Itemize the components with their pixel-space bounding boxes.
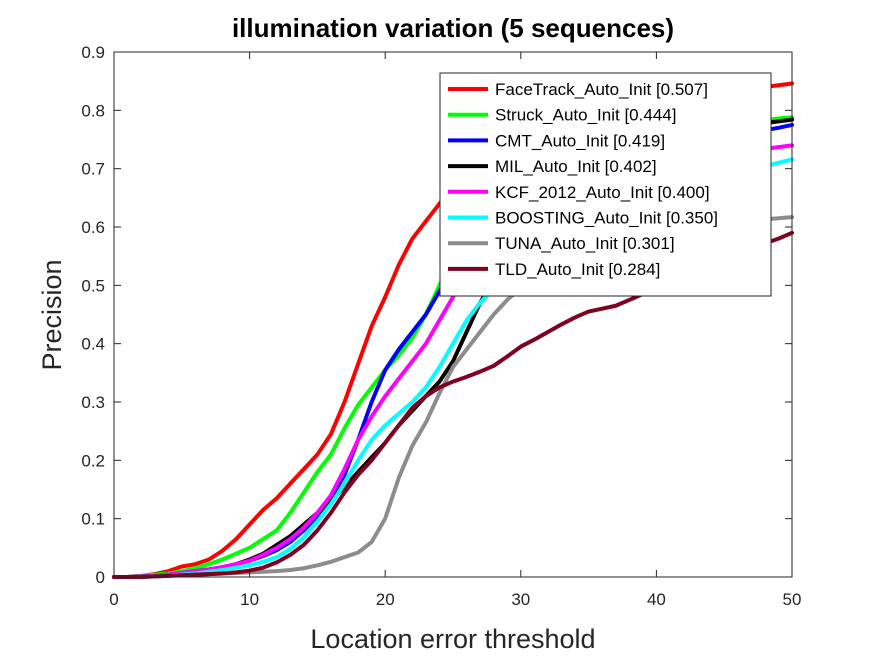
y-axis-title: Precision xyxy=(37,259,67,370)
legend: FaceTrack_Auto_Init [0.507] Struck_Auto_I… xyxy=(439,72,772,297)
legend-label: Struck_Auto_Init [0.444] xyxy=(495,106,676,125)
legend-label: BOOSTING_Auto_Init [0.350] xyxy=(495,209,718,228)
legend-label: TLD_Auto_Init [0.284] xyxy=(495,260,660,279)
x-tick-label: 10 xyxy=(240,590,259,609)
legend-box xyxy=(439,72,772,297)
legend-label: FaceTrack_Auto_Init [0.507] xyxy=(495,80,708,99)
y-tick-label: 0.4 xyxy=(81,335,105,354)
y-tick-label: 0.2 xyxy=(81,451,105,470)
y-tick-label: 0.8 xyxy=(81,101,105,120)
axis-ticks: 0 10 20 30 40 50 0 0.1 0.2 0.3 0.4 0.5 0.6 0.7 0.8 0.9 xyxy=(81,43,801,609)
x-axis-title: Location error threshold xyxy=(310,624,595,654)
legend-label: TUNA_Auto_Init [0.301] xyxy=(495,234,675,253)
y-tick-label: 0.1 xyxy=(81,510,105,529)
legend-label: CMT_Auto_Init [0.419] xyxy=(495,131,665,150)
y-tick-label: 0.7 xyxy=(81,160,105,179)
chart-title: illumination variation (5 sequences) xyxy=(232,13,674,43)
y-tick-label: 0.3 xyxy=(81,393,105,412)
y-tick-label: 0.6 xyxy=(81,218,105,237)
x-tick-label: 20 xyxy=(376,590,395,609)
x-tick-label: 0 xyxy=(109,590,118,609)
y-tick-label: 0 xyxy=(96,568,105,587)
x-tick-label: 40 xyxy=(647,590,666,609)
plot-frame xyxy=(113,51,793,578)
y-tick-label: 0.5 xyxy=(81,276,105,295)
legend-label: KCF_2012_Auto_Init [0.400] xyxy=(495,183,710,202)
x-tick-label: 30 xyxy=(511,590,530,609)
x-tick-label: 50 xyxy=(783,590,802,609)
y-tick-label: 0.9 xyxy=(81,43,105,62)
legend-label: MIL_Auto_Init [0.402] xyxy=(495,157,657,176)
